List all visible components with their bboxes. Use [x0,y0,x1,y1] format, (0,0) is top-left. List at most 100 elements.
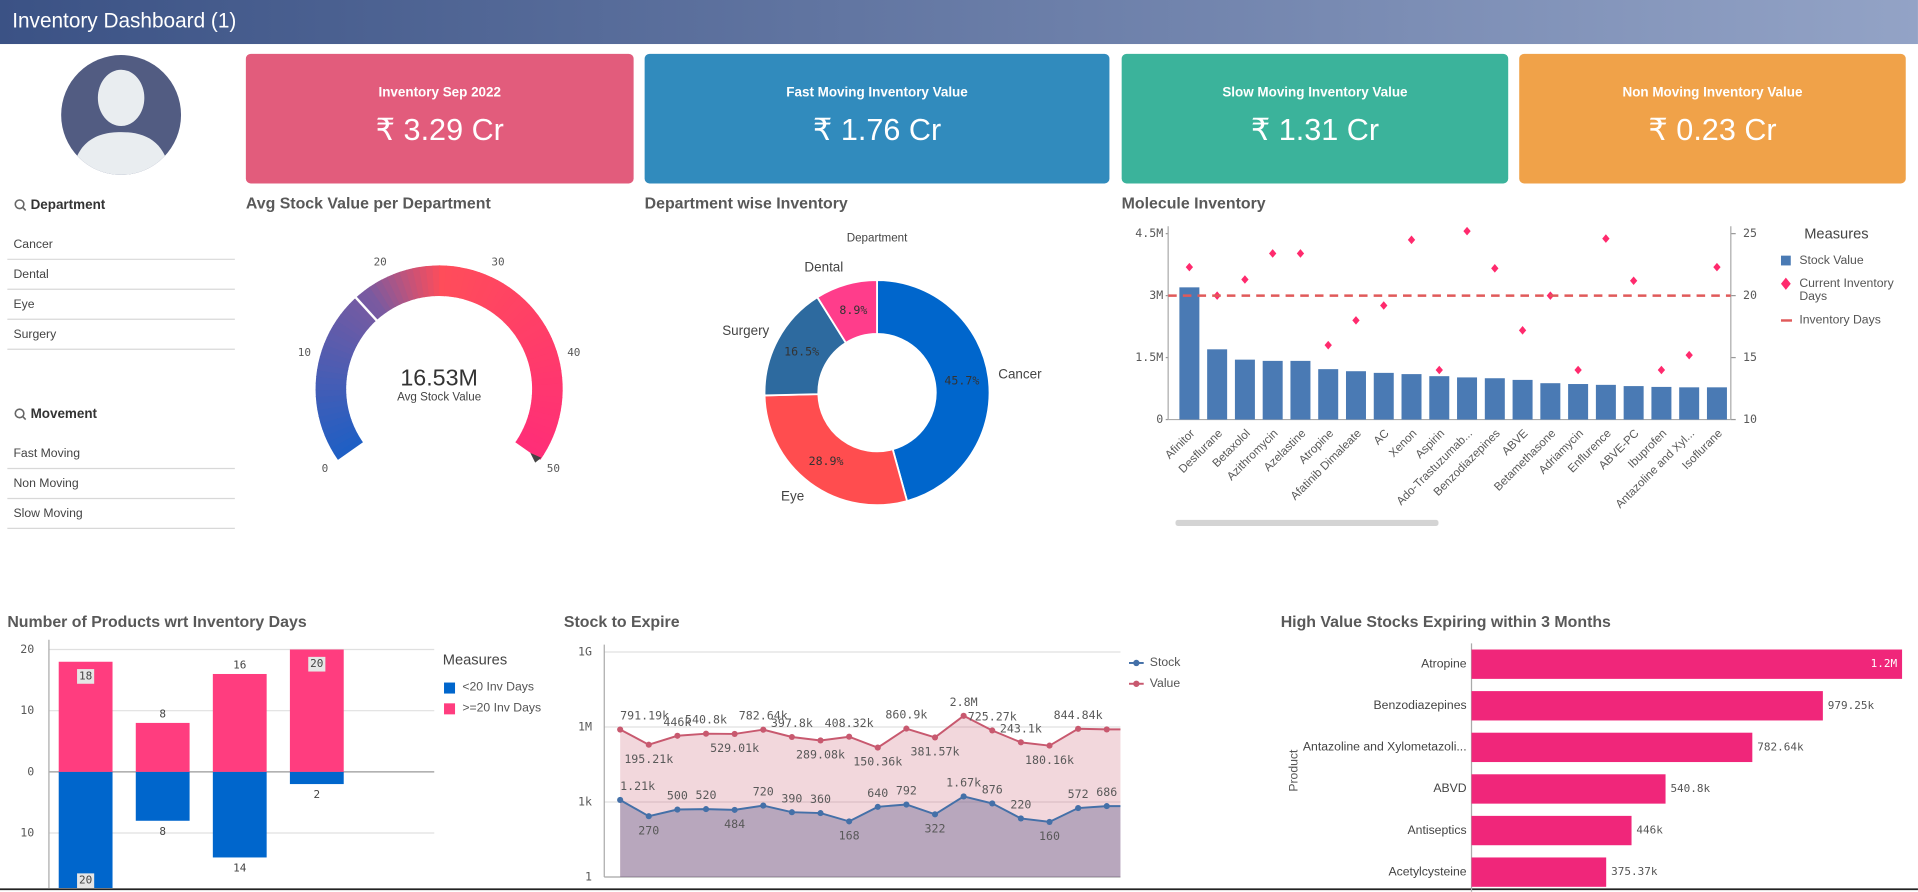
gauge-arc [425,265,435,297]
gauge-arc [369,282,392,313]
point-value-label: 180.16k [1025,753,1074,767]
line-point [903,801,910,808]
legend-swatch [444,703,456,715]
legend-label[interactable]: >=20 Inv Days [462,700,541,714]
point-value-label: 160 [1039,829,1060,843]
line-point [846,818,853,825]
y-tick-label: 0 [1156,412,1163,426]
bar-value-label: 18 [79,669,92,682]
line-point [1075,805,1082,812]
gauge-arc [519,326,550,347]
diamond-marker [1491,264,1499,273]
line-point [960,793,967,800]
filter-item[interactable]: Non Moving [13,476,78,490]
filter-item[interactable]: Slow Moving [13,506,82,520]
legend-label[interactable]: Stock [1150,655,1181,669]
point-value-label: 520 [696,788,717,802]
line-point [874,803,881,810]
slice-category-label: Surgery [722,323,769,338]
slice-value-label: 16.5% [784,345,819,359]
point-value-label: 270 [638,823,659,837]
filter-item[interactable]: Fast Moving [13,446,80,460]
bar-segment [135,722,190,772]
line-point [1017,815,1024,822]
legend-label[interactable]: <20 Inv Days [462,680,534,694]
point-value-label: 844.84k [1054,708,1103,722]
legend-label-line: Current Inventory [1799,276,1894,290]
kpi-card: Fast Moving Inventory Value ₹ 1.76 Cr [644,53,1110,184]
area [620,715,1121,878]
search-icon [22,415,27,421]
label-box [77,669,95,684]
bar [1471,815,1632,846]
kpi-card: Non Moving Inventory Value ₹ 0.23 Cr [1519,53,1906,184]
point-value-label: 686 [1096,785,1117,799]
y-tick-label: 1 [585,870,592,884]
y-tick-label: 10 [20,703,34,717]
gauge-arc [449,266,461,298]
point-value-label: 572 [1068,787,1089,801]
gauge-arc [473,274,493,306]
gauge-arc [320,414,352,430]
legend-label[interactable]: Value [1150,676,1181,690]
kpi-value: ₹ 0.23 Cr [1648,113,1776,147]
y-tick-label: 10 [20,825,34,839]
gauge-arc [516,320,546,343]
filter-item[interactable]: Eye [13,297,34,311]
point-value-label: 792 [896,784,917,798]
diamond-marker [1713,262,1721,272]
y-tick-label: 1k [578,795,592,809]
y-tick-label: Antazoline and Xylometazoli... [1303,740,1467,754]
point-value-label: 446k [663,715,691,729]
bar-segment [58,771,113,889]
line-point [1103,803,1110,810]
bar [1373,372,1394,420]
avatar [61,55,182,175]
scrollbar[interactable] [1175,519,1439,526]
bar [1540,383,1561,420]
gauge-arc [532,383,563,392]
filter-item[interactable]: Surgery [13,327,57,341]
line-point [903,725,910,732]
diamond-marker [1657,365,1666,375]
gauge-label: Avg Stock Value [397,391,481,404]
filter-title[interactable]: Department [31,197,106,212]
legend-label[interactable]: Current Inventory Days [1799,276,1894,303]
gauge-arc [318,356,350,370]
stacked-bar-chart: 10 0 10 20 20 8 14 2 18 8 16 20 Measures <20 Inv Days… [20,639,541,889]
gauge-arc [327,428,358,449]
point-value-label: 2.8M [950,695,978,709]
legend-label[interactable]: Stock Value [1799,253,1864,267]
gauge-arc [317,362,349,375]
line-point [846,733,853,740]
bar-value-label: 1.2M [1871,657,1898,670]
filter-item[interactable]: Cancer [13,237,52,251]
gauge-arc [522,424,554,444]
y-tick-label: 1M [578,719,592,733]
y2-tick-label: 20 [1743,288,1757,302]
diamond-marker [1518,326,1527,335]
donut-slice [763,393,909,507]
y-tick-label: Benzodiazepines [1374,698,1467,712]
search-icon [14,408,25,419]
point-value-label: 725.27k [968,710,1017,724]
bar [1318,369,1339,420]
gauge-arc [318,409,350,424]
legend-label[interactable]: Inventory Days [1799,313,1881,327]
bar [1484,378,1505,420]
filter-title[interactable]: Movement [31,406,98,421]
bar-segment [212,771,267,858]
filter-item[interactable]: Dental [13,267,48,281]
gauge-arc [319,349,352,365]
hbar-chart: Product Atropine 1.2M Benzodiazepines 979.25… [1286,643,1903,892]
gauge-arc [506,304,535,330]
line-chart: 1 1k 1M 1G 1.21k 270 500 520 484 720 390 360 168 640 7… [578,644,1181,883]
gauge-tick-label: 20 [374,256,387,269]
diamond-marker [1380,301,1388,310]
diamond-marker [1407,235,1416,245]
gauge-arc [375,279,396,310]
gauge-arc [315,389,347,398]
gauge-arc [487,283,510,313]
plot-area [58,649,344,889]
